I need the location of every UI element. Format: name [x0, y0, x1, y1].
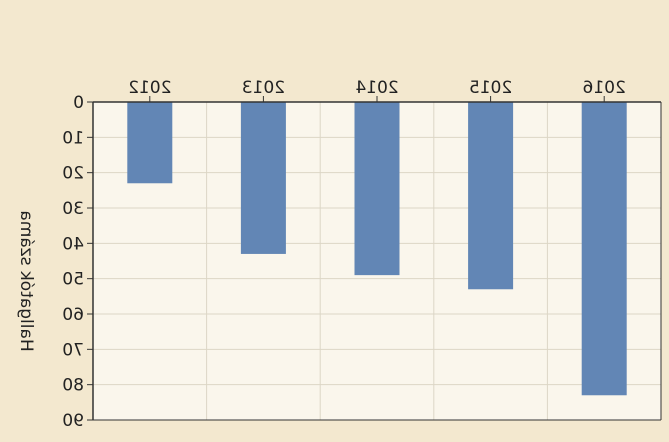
x-tick-label: 2016 [583, 78, 626, 98]
y-axis-label: Hallgatók száma [16, 210, 36, 351]
y-tick-label: 40 [62, 234, 84, 254]
bar [468, 102, 514, 290]
y-tick-label: 0 [73, 93, 84, 113]
axes [87, 96, 662, 421]
y-tick-label: 60 [62, 305, 84, 325]
x-tick-label: 2013 [242, 78, 285, 98]
y-tick-labels: 0 10 20 30 40 50 60 70 80 90 [62, 93, 84, 431]
y-tick-label: 50 [62, 270, 84, 290]
x-tick-label: 2012 [128, 78, 171, 98]
y-tick-label: 80 [62, 376, 84, 396]
bar [354, 102, 400, 276]
x-tick-label: 2015 [469, 78, 512, 98]
x-tick-labels: 2012 2013 2014 2015 2016 [128, 78, 626, 98]
bar [127, 102, 173, 184]
bar [240, 102, 286, 254]
y-tick-label: 90 [62, 411, 84, 431]
bar [581, 102, 627, 396]
y-tick-label: 10 [62, 128, 84, 148]
bars [127, 102, 627, 396]
x-tick-label: 2014 [355, 78, 398, 98]
y-tick-label: 20 [62, 164, 84, 184]
y-tick-label: 70 [62, 340, 84, 360]
y-tick-label: 30 [62, 199, 84, 219]
